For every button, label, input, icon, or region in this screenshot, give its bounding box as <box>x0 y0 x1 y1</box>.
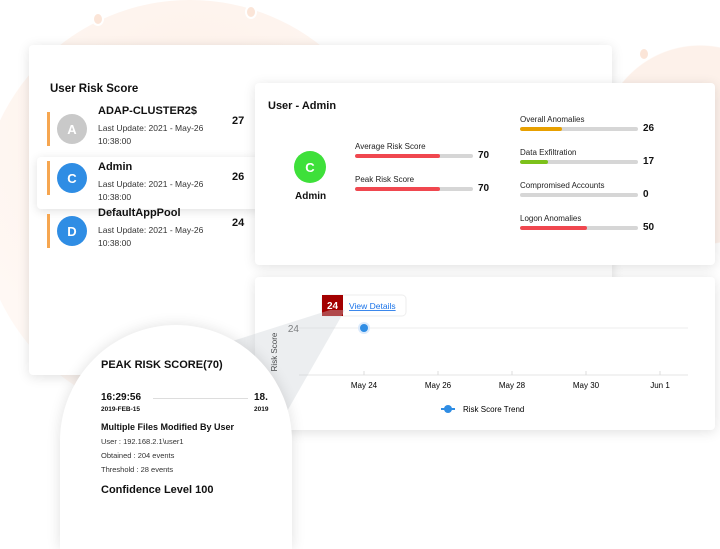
x-tick-label: Jun 1 <box>650 381 670 390</box>
x-tick-label: May 24 <box>351 381 378 390</box>
x-tick-label: May 30 <box>573 381 600 390</box>
event-time: 16:29:56 <box>101 392 142 403</box>
anomaly-value: 0 <box>643 189 649 200</box>
decor-dot <box>638 47 650 61</box>
event-obtained: Obtained : 204 events <box>101 451 175 460</box>
user-avatar: C <box>57 163 87 193</box>
risk-score: 26 <box>232 171 245 183</box>
event-date-next: 2019 <box>254 406 269 413</box>
data-point[interactable] <box>360 324 368 332</box>
peak-title: PEAK RISK SCORE(70) <box>101 359 223 371</box>
anomaly-bar <box>520 226 638 230</box>
view-details-link[interactable]: View Details <box>349 301 396 311</box>
anomaly-value: 26 <box>643 123 655 134</box>
tooltip-value-box <box>322 295 343 316</box>
last-update: Last Update: 2021 - May-26 10:38:00 <box>98 179 204 202</box>
last-update: Last Update: 2021 - May-26 10:38:00 <box>98 225 204 248</box>
user-avatar: D <box>57 216 87 246</box>
legend-label[interactable]: Risk Score Trend <box>463 405 524 414</box>
anomaly-label: Overall Anomalies <box>520 115 585 124</box>
event-user: User : 192.168.2.1\user1 <box>101 437 184 446</box>
confidence-level: Confidence Level 100 <box>101 484 214 496</box>
legend-marker <box>444 405 452 413</box>
risk-trend-chart: 24 Risk Score May 24 May 26 May 28 May 30 Jun … <box>270 294 688 414</box>
timeline-line <box>153 398 248 399</box>
score-bar <box>355 154 473 158</box>
risk-trend-chart-panel: 24 Risk Score May 24 May 26 May 28 May 30 Jun … <box>255 277 715 430</box>
user-name: Admin <box>98 161 133 173</box>
risk-indicator-bar <box>47 214 50 248</box>
last-update: Last Update: 2021 - May-26 10:38:00 <box>98 123 204 146</box>
score-label: Average Risk Score <box>355 142 426 151</box>
avatar-initial: D <box>67 223 77 239</box>
y-axis-label: Risk Score <box>270 332 279 371</box>
user-name: Admin <box>295 191 327 202</box>
detail-title: User - Admin <box>268 100 337 112</box>
risk-indicator-bar <box>47 161 50 195</box>
risk-indicator-bar <box>47 112 50 146</box>
score-bar <box>355 187 473 191</box>
risk-list-item[interactable]: A ADAP-CLUSTER2$ Last Update: 2021 - May… <box>37 105 260 160</box>
risk-list-item[interactable]: C Admin Last Update: 2021 - May-26 10:38… <box>37 157 260 209</box>
risk-score: 27 <box>232 115 245 127</box>
anomaly-label: Compromised Accounts <box>520 181 605 190</box>
anomaly-value: 17 <box>643 156 655 167</box>
x-tick-label: May 28 <box>499 381 526 390</box>
anomaly-value: 50 <box>643 222 655 233</box>
event-time-next: 18. <box>254 392 268 403</box>
anomaly-bar <box>520 127 638 131</box>
panel-title: User Risk Score <box>50 83 139 95</box>
event-threshold: Threshold : 28 events <box>101 465 174 474</box>
score-value: 70 <box>478 183 490 194</box>
event-date: 2019-FEB-15 <box>101 406 141 413</box>
risk-score: 24 <box>232 217 245 229</box>
anomaly-bar <box>520 160 638 164</box>
user-name: ADAP-CLUSTER2$ <box>98 105 198 117</box>
anomaly-bar <box>520 193 638 197</box>
risk-list-item[interactable]: D DefaultAppPool Last Update: 2021 - May… <box>37 207 260 262</box>
x-tick-label: May 26 <box>425 381 452 390</box>
user-avatar: C <box>294 151 326 183</box>
anomaly-label: Logon Anomalies <box>520 214 582 223</box>
avatar-initial: C <box>305 159 315 175</box>
score-label: Peak Risk Score <box>355 175 415 184</box>
user-avatar: A <box>57 114 87 144</box>
score-value: 70 <box>478 150 490 161</box>
y-tick-label: 24 <box>288 324 300 335</box>
event-name: Multiple Files Modified By User <box>101 422 235 432</box>
anomaly-label: Data Exfiltration <box>520 148 577 157</box>
user-name: DefaultAppPool <box>98 207 181 219</box>
peak-risk-magnifier: PEAK RISK SCORE(70) 16:29:56 18. 2019-FE… <box>60 325 292 549</box>
decor-dot <box>92 12 104 26</box>
tooltip-value: 24 <box>327 301 339 312</box>
avatar-initial: A <box>67 121 77 137</box>
user-detail-panel: User - Admin C Admin Average Risk Score … <box>255 83 715 265</box>
avatar-initial: C <box>67 170 77 186</box>
decor-dot <box>245 5 257 19</box>
